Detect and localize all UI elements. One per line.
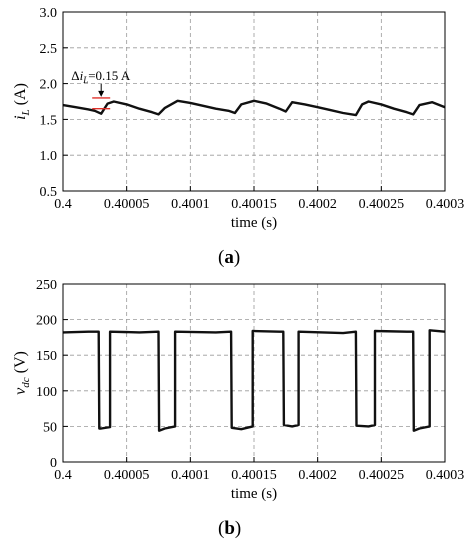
panel-a-x-tick-label: 0.4003 (426, 197, 465, 212)
panel-a-x-tick-label: 0.40025 (359, 197, 405, 212)
panel-b-x-axis-label: time (s) (231, 486, 277, 502)
panel-a-x-tick-label: 0.40005 (104, 197, 150, 212)
panel-b-y-axis-label: vdc (V) (12, 351, 32, 395)
caption-a-letter: a (224, 247, 234, 268)
panel-a-x-tick-label: 0.4 (54, 197, 72, 212)
panel-a-y-axis-label: iL (A) (12, 83, 32, 120)
panel-a-y-tick-label: 1.5 (40, 113, 58, 128)
caption-b-letter: b (224, 518, 235, 539)
annotation-label: ΔiL=0.15 A (71, 68, 131, 85)
panel-a-y-tick-label: 2.0 (40, 78, 58, 93)
panel-b-y-tick-label: 50 (43, 420, 57, 435)
panel-b-grid (63, 284, 445, 462)
caption-b: (b) (218, 518, 242, 539)
panel-b-y-tick-label: 100 (36, 385, 57, 400)
panel-b-series-0-line (62, 329, 446, 432)
panel-b-x-tick-label: 0.4002 (298, 468, 337, 483)
panel-a-chart: 0.4 0.40005 0.4001 0.40015 0.4002 0.40025 0.40… (12, 6, 464, 231)
panel-a-y-tick-label: 1.0 (40, 149, 58, 164)
panel-a-series-0-line (62, 99, 446, 117)
panel-a-grid (63, 12, 445, 191)
annotation-arrow-head (98, 90, 105, 97)
panel-b-plot-area (63, 284, 445, 462)
panel-b-x-tick-label: 0.40025 (359, 468, 405, 483)
panel-a-annotation: ΔiL=0.15 A (71, 68, 131, 110)
panel-b-x-tick-label: 0.40005 (104, 468, 150, 483)
panel-b-x-tick-label: 0.40015 (231, 468, 277, 483)
panel-b-y-tick-label: 0 (50, 456, 57, 471)
panel-a-y-tick-label: 3.0 (40, 6, 58, 21)
panel-a-y-tick-label: 2.5 (40, 42, 58, 57)
panel-b-chart: 0.4 0.40005 0.4001 0.40015 0.4002 0.40025 0.40… (12, 278, 464, 502)
panel-b-x-tick-label: 0.4001 (171, 468, 210, 483)
panel-b-y-tick-label: 150 (36, 349, 57, 364)
panel-b-x-tick-label: 0.4 (54, 468, 72, 483)
panel-a-x-tick-label: 0.40015 (231, 197, 277, 212)
panel-a-x-tick-label: 0.4002 (298, 197, 337, 212)
caption-a: (a) (218, 247, 241, 268)
panel-b-y-tick-label: 200 (36, 314, 57, 329)
panel-b-x-tick-label: 0.4003 (426, 468, 465, 483)
panel-a-x-axis-label: time (s) (231, 215, 277, 231)
panel-a-x-tick-label: 0.4001 (171, 197, 210, 212)
panel-a-y-tick-label: 0.5 (40, 185, 58, 200)
panel-b-y-tick-label: 250 (36, 278, 57, 293)
